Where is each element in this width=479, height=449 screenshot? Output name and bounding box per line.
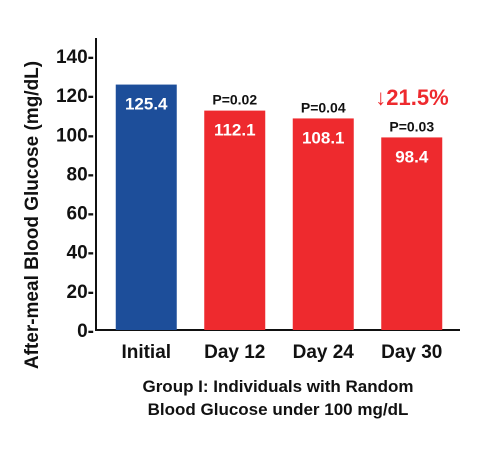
y-tick-label: 0- xyxy=(77,321,94,342)
category-label: Initial xyxy=(121,342,171,363)
x-axis-label-line-2: Blood Glucose under 100 mg/dL xyxy=(148,400,409,419)
p-value-label: P=0.03 xyxy=(389,118,434,134)
bar-value-label: 112.1 xyxy=(214,121,256,140)
y-axis-label: After-meal Blood Glucose (mg/dL) xyxy=(22,61,43,369)
y-axis-ticks: 0- 20- 40- 60- 80- 100- 120- 140- xyxy=(56,47,94,342)
y-tick-label: 40- xyxy=(67,243,94,264)
bars: 125.4 112.1 P=0.02 108.1 P=0.04 98.4 P=0.03 xyxy=(115,84,443,331)
category-label: Day 30 xyxy=(381,342,442,363)
p-value-label: P=0.04 xyxy=(301,99,346,115)
bar-value-label: 108.1 xyxy=(302,128,345,147)
y-tick-label: 140- xyxy=(56,47,94,68)
reduction-percent: 21.5% xyxy=(386,85,448,110)
category-label: Day 24 xyxy=(293,342,355,363)
y-tick-label: 100- xyxy=(56,125,94,146)
down-arrow-icon: ↓ xyxy=(375,85,386,110)
x-axis-label-line-1: Group I: Individuals with Random xyxy=(142,377,413,396)
category-label: Day 12 xyxy=(204,342,265,363)
y-tick-label: 120- xyxy=(56,86,94,107)
reduction-annotation: ↓21.5% xyxy=(375,85,448,110)
bar xyxy=(115,84,177,331)
bar xyxy=(292,118,354,330)
bar xyxy=(381,137,443,330)
y-tick-label: 20- xyxy=(67,282,94,303)
bar xyxy=(204,110,266,331)
y-tick-label: 60- xyxy=(67,204,94,225)
p-value-label: P=0.02 xyxy=(212,92,257,108)
category-labels: Initial Day 12 Day 24 Day 30 xyxy=(121,342,442,363)
y-tick-label: 80- xyxy=(67,164,94,185)
bar-value-label: 125.4 xyxy=(125,95,168,114)
bar-value-label: 98.4 xyxy=(395,147,429,166)
